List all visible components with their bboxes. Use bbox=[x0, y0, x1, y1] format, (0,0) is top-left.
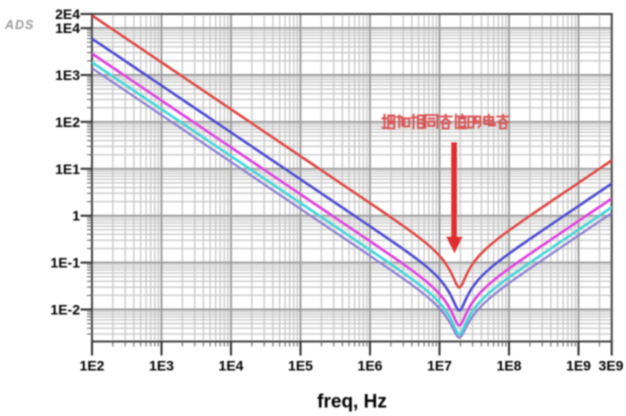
svg-text:1E8: 1E8 bbox=[497, 358, 522, 374]
svg-text:ADS: ADS bbox=[4, 18, 34, 32]
svg-text:1E7: 1E7 bbox=[427, 358, 452, 374]
svg-text:1E1: 1E1 bbox=[55, 161, 80, 177]
svg-text:1: 1 bbox=[72, 208, 80, 224]
svg-text:1E-1: 1E-1 bbox=[50, 255, 80, 271]
svg-text:1E9: 1E9 bbox=[566, 358, 591, 374]
svg-text:2E4: 2E4 bbox=[55, 6, 80, 22]
svg-text:1E5: 1E5 bbox=[288, 358, 313, 374]
svg-text:1E3: 1E3 bbox=[55, 67, 80, 83]
svg-text:1E4: 1E4 bbox=[219, 358, 244, 374]
svg-text:1E-2: 1E-2 bbox=[50, 302, 80, 318]
svg-text:3E9: 3E9 bbox=[599, 358, 624, 374]
svg-text:1E2: 1E2 bbox=[80, 358, 105, 374]
svg-text:1E3: 1E3 bbox=[149, 358, 174, 374]
svg-text:1E2: 1E2 bbox=[55, 114, 80, 130]
svg-text:1E4: 1E4 bbox=[55, 20, 80, 36]
svg-text:1E6: 1E6 bbox=[358, 358, 383, 374]
svg-text:freq, Hz: freq, Hz bbox=[317, 392, 387, 413]
